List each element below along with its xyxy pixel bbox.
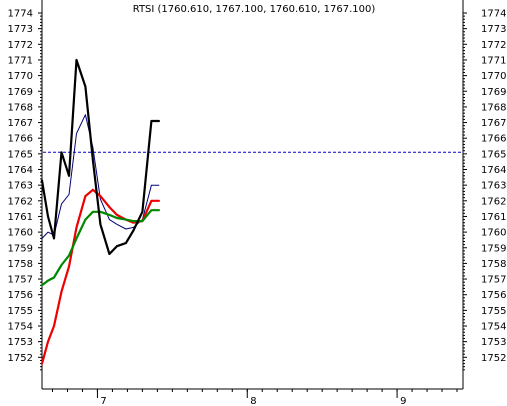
y-tick-label-right: 1764: [481, 165, 506, 176]
y-tick-label-left: 1757: [8, 275, 33, 286]
y-tick-label-right: 1773: [481, 24, 506, 35]
y-tick-label-right: 1767: [481, 118, 506, 129]
y-tick-label-right: 1759: [481, 243, 506, 254]
y-tick-label-left: 1772: [8, 40, 33, 51]
y-tick-label-left: 1771: [8, 55, 33, 66]
y-tick-label-right: 1758: [481, 259, 506, 270]
y-tick-label-left: 1753: [8, 337, 33, 348]
y-tick-label-right: 1757: [481, 275, 506, 286]
y-tick-label-right: 1770: [481, 71, 506, 82]
y-tick-label-left: 1758: [8, 259, 33, 270]
series-line-1: [40, 58, 160, 256]
y-tick-label-right: 1765: [481, 149, 506, 160]
y-tick-label-right: 1774: [481, 9, 506, 20]
y-tick-label-left: 1762: [8, 196, 33, 207]
y-tick-label-right: 1761: [481, 212, 506, 223]
y-tick-label-right: 1766: [481, 134, 506, 145]
y-tick-label-left: 1770: [8, 71, 33, 82]
y-tick-label-left: 1759: [8, 243, 33, 254]
y-tick-label-left: 1765: [8, 149, 33, 160]
y-tick-label-right: 1772: [481, 40, 506, 51]
y-tick-label-right: 1754: [481, 322, 506, 333]
y-tick-label-left: 1766: [8, 134, 33, 145]
y-tick-label-right: 1763: [481, 181, 506, 192]
y-tick-label-left: 1761: [8, 212, 33, 223]
x-tick-label: 7: [100, 396, 106, 406]
y-axis-ticks-left: 1752 1753 1754 1755 1756 1757 1758 1759 1760 1761…: [8, 9, 42, 371]
y-tick-label-right: 1771: [481, 55, 506, 66]
x-tick-label: 9: [400, 396, 406, 406]
x-tick-label: 8: [250, 396, 256, 406]
y-tick-label-left: 1763: [8, 181, 33, 192]
y-tick-label-left: 1760: [8, 228, 33, 239]
y-tick-label-left: 1755: [8, 306, 33, 317]
chart-title: RTSI (1760.610, 1767.100, 1760.610, 1767…: [133, 4, 376, 15]
series-group: [40, 58, 160, 365]
y-tick-label-left: 1754: [8, 322, 33, 333]
x-axis-ticks: 7 8 9: [51, 389, 458, 406]
y-tick-label-left: 1752: [8, 353, 33, 364]
y-tick-label-left: 1769: [8, 87, 33, 98]
y-tick-label-right: 1762: [481, 196, 506, 207]
y-tick-label-left: 1773: [8, 24, 33, 35]
y-tick-label-right: 1752: [481, 353, 506, 364]
y-tick-label-left: 1756: [8, 290, 33, 301]
y-tick-label-right: 1753: [481, 337, 506, 348]
y-tick-label-right: 1760: [481, 228, 506, 239]
y-tick-label-left: 1767: [8, 118, 33, 129]
y-tick-label-left: 1764: [8, 165, 33, 176]
y-tick-label-right: 1769: [481, 87, 506, 98]
y-tick-label-left: 1774: [8, 9, 33, 20]
y-axis-ticks-right: 1752 1753 1754 1755 1756 1757 1758 1759 1760 1761…: [463, 9, 506, 371]
y-tick-label-right: 1756: [481, 290, 506, 301]
y-tick-label-left: 1768: [8, 102, 33, 113]
y-tick-label-right: 1755: [481, 306, 506, 317]
y-tick-label-right: 1768: [481, 102, 506, 113]
